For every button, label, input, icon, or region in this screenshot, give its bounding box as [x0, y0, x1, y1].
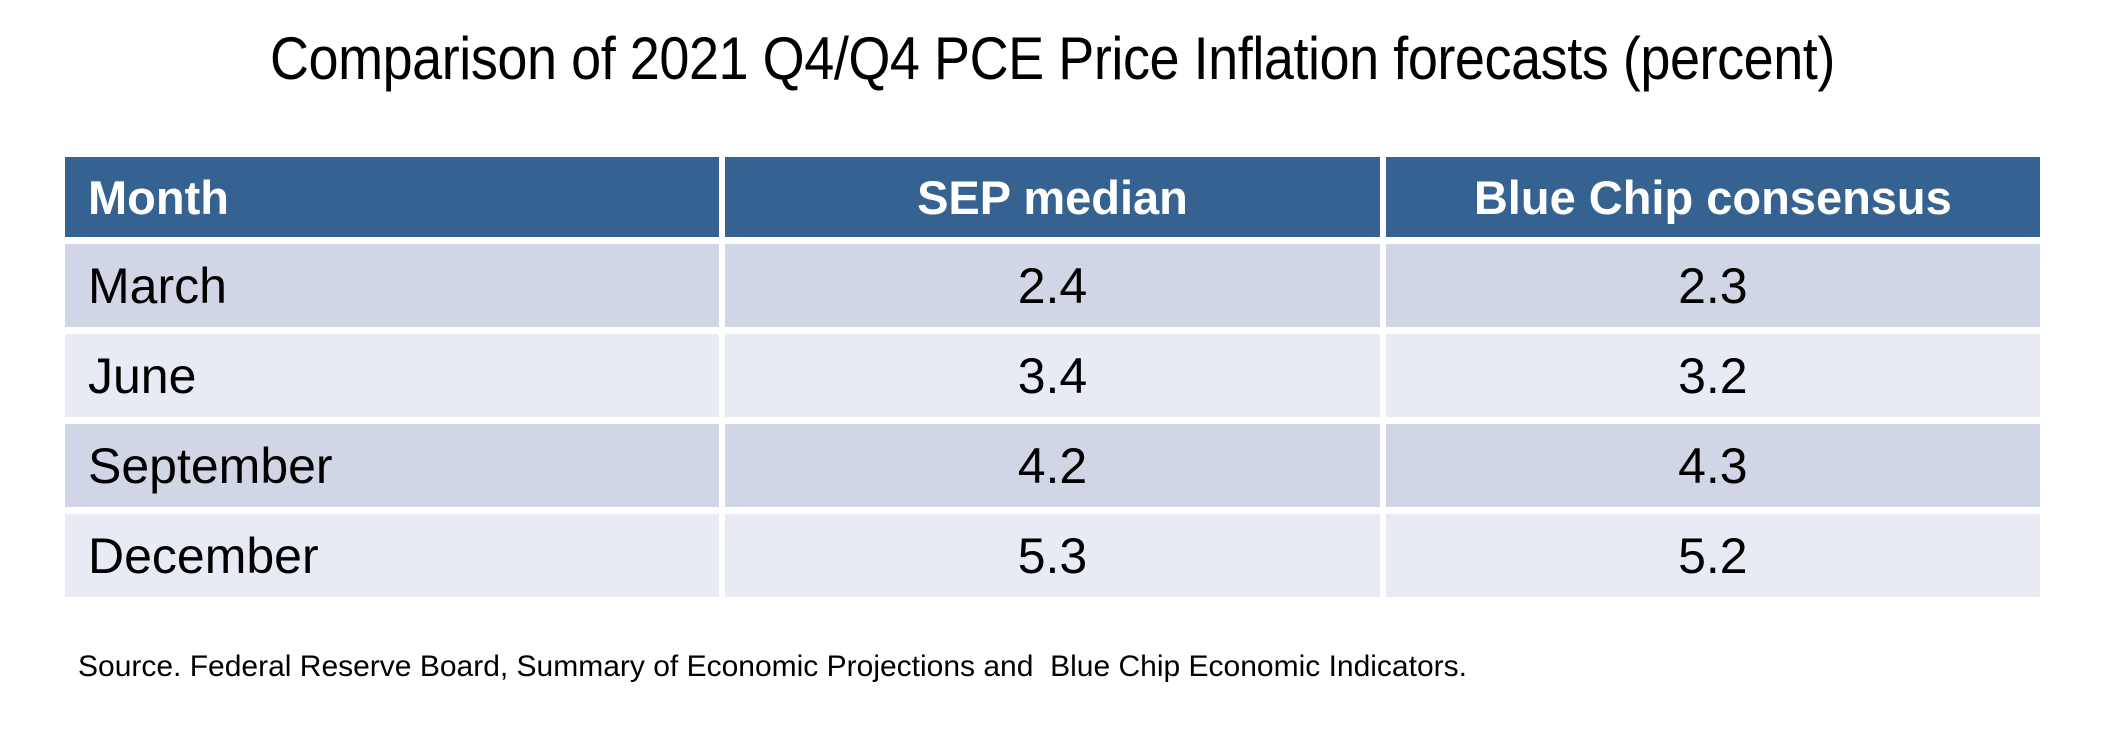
source-note: Source. Federal Reserve Board, Summary o… — [78, 650, 1467, 683]
forecast-table: Month SEP median Blue Chip consensus Mar… — [65, 157, 2040, 597]
cell-december-bluechip: 5.2 — [1385, 514, 2040, 597]
cell-march-bluechip: 2.3 — [1385, 244, 2040, 327]
cell-june-bluechip: 3.2 — [1385, 334, 2040, 417]
cell-december-sep: 5.3 — [725, 514, 1380, 597]
cell-june-month: June — [65, 334, 720, 417]
cell-march-sep: 2.4 — [725, 244, 1380, 327]
column-header-blue-chip: Blue Chip consensus — [1385, 157, 2040, 237]
cell-september-bluechip: 4.3 — [1385, 424, 2040, 507]
cell-september-sep: 4.2 — [725, 424, 1380, 507]
page-title: Comparison of 2021 Q4/Q4 PCE Price Infla… — [65, 24, 2040, 93]
column-header-sep-median: SEP median — [725, 157, 1380, 237]
cell-september-month: September — [65, 424, 720, 507]
column-header-month: Month — [65, 157, 720, 237]
page-title-text: Comparison of 2021 Q4/Q4 PCE Price Infla… — [270, 25, 1835, 92]
cell-december-month: December — [65, 514, 720, 597]
cell-march-month: March — [65, 244, 720, 327]
cell-june-sep: 3.4 — [725, 334, 1380, 417]
